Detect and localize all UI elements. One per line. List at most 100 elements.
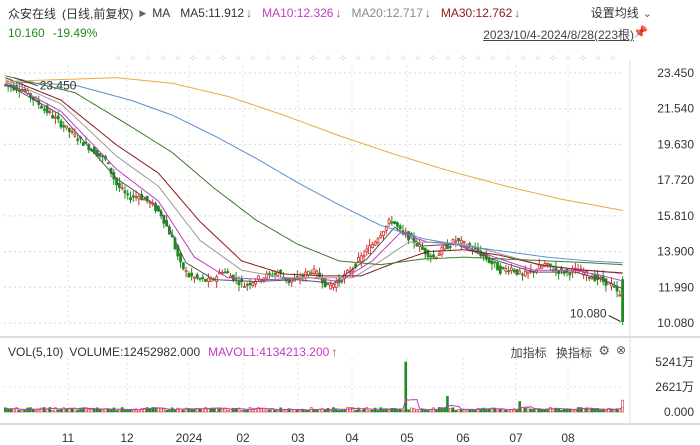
candle-body — [390, 221, 394, 224]
candle-body — [81, 142, 85, 146]
candle-body — [62, 125, 66, 128]
volume-bar — [81, 407, 85, 413]
volume-bar — [446, 395, 449, 413]
volume-bar — [457, 409, 460, 413]
candle-body — [54, 116, 57, 119]
volume-bar — [4, 407, 7, 413]
add-indicator-button[interactable]: 加指标 — [510, 346, 547, 360]
event-marker-icon: ⁘ — [219, 53, 227, 63]
volume-bar — [290, 409, 294, 413]
volume-bar — [201, 408, 205, 413]
candle-body — [512, 269, 516, 273]
event-marker-icon: ⁘ — [474, 53, 482, 63]
volume-bar — [440, 407, 444, 413]
volume-bar — [62, 407, 66, 413]
volume-bar — [237, 407, 241, 413]
volume-bar — [371, 409, 374, 413]
candle-body — [265, 273, 269, 279]
volume-bar — [599, 409, 602, 413]
candle-body — [131, 195, 135, 198]
event-marker-icon: ⁘ — [324, 53, 332, 63]
candle-body — [521, 273, 524, 276]
volume-bar — [476, 408, 480, 413]
candle-body — [65, 125, 68, 129]
volume-bar — [251, 408, 255, 413]
ma30-value: MA30:12.762 — [440, 6, 513, 20]
y-tick-label: 11.990 — [658, 280, 694, 294]
candle-body — [515, 269, 519, 275]
volume-bar — [243, 409, 246, 413]
volume-bar — [68, 407, 71, 413]
candle-body — [190, 272, 194, 277]
candle-body — [140, 194, 144, 201]
stock-name: 众安在线 — [8, 6, 57, 21]
event-marker-icon: ⁘ — [579, 53, 587, 63]
ma-settings-button[interactable]: 设置均线 ⌄ — [591, 4, 652, 21]
event-marker-icon: ⁘ — [429, 53, 437, 63]
event-marker-icon: ⁘ — [459, 53, 467, 63]
close-icon[interactable]: ⊗ — [615, 343, 626, 357]
volume-bar — [170, 407, 174, 413]
candle-body — [245, 283, 249, 286]
event-marker-icon: ⁘ — [294, 53, 302, 63]
candle-body — [229, 275, 232, 278]
volume-bar — [593, 408, 597, 413]
candle-body — [454, 240, 458, 243]
candle-body — [398, 225, 402, 229]
volume-bar — [165, 409, 168, 413]
candle-body — [432, 254, 435, 258]
volume-tick-label: 0.000 — [664, 405, 694, 419]
event-marker-icon: ⁘ — [399, 53, 407, 63]
volume-bar — [31, 409, 35, 413]
volume-bar — [560, 409, 563, 413]
y-tick-label: 13.900 — [657, 245, 694, 259]
date-range[interactable]: 2023/10/4-2024/8/28(223根) — [483, 28, 634, 42]
candle-body — [518, 270, 522, 275]
candle-body — [546, 262, 549, 265]
switch-indicator-button[interactable]: 换指标 — [555, 346, 592, 360]
candle-body — [243, 286, 246, 288]
volume-bar — [157, 408, 160, 413]
candle-body — [523, 270, 527, 277]
indicator-label: MA — [152, 6, 171, 20]
volume-bar — [184, 407, 188, 413]
candle-body — [359, 255, 363, 262]
candle-body — [604, 278, 608, 286]
candle-body — [382, 230, 385, 237]
candle-body — [379, 235, 383, 239]
volume-bar — [421, 408, 424, 413]
last-price: 10.160 — [8, 26, 45, 40]
event-marker-icon: ⁘ — [444, 53, 452, 63]
candle-body — [376, 238, 380, 244]
x-tick-label: 06 — [456, 431, 470, 445]
collapse-triangle-icon[interactable]: ▶ — [139, 7, 147, 18]
volume-bar — [376, 410, 380, 413]
volume-bar — [418, 409, 421, 413]
ma-line-ma20 — [5, 79, 623, 279]
chart-header: 众安在线 (日线,前复权) ▶ MA MA5:11.912 ↓ MA10:12.32… — [0, 2, 700, 24]
event-marker-icon: ⁘ — [414, 53, 422, 63]
ma10-value: MA10:12.326 — [262, 6, 334, 20]
event-marker-icon: ⁘ — [519, 53, 527, 63]
volume-bar — [423, 409, 427, 413]
volume-bar — [460, 409, 463, 413]
volume-bar — [368, 410, 371, 413]
event-marker-icon: ⁘ — [489, 53, 497, 63]
candle-body — [179, 253, 182, 263]
pin-icon[interactable]: 📌 — [633, 25, 648, 39]
candle-body — [290, 279, 294, 283]
gear-icon[interactable]: ⚙ — [598, 343, 610, 358]
mavol-up-arrow-icon: ↑ — [331, 345, 338, 359]
volume-bar — [379, 407, 383, 413]
ma20-down-arrow-icon: ↓ — [424, 6, 431, 20]
volume-bar — [265, 409, 269, 413]
volume-bar — [287, 408, 291, 413]
candle-body — [446, 244, 449, 250]
event-marker-icon: ⁘ — [609, 53, 617, 63]
volume-bar — [43, 407, 46, 413]
volume-bar — [551, 408, 555, 413]
volume-bar — [101, 409, 104, 413]
volume-bar — [76, 409, 79, 413]
volume-tick-label: 5241万 — [655, 355, 694, 369]
